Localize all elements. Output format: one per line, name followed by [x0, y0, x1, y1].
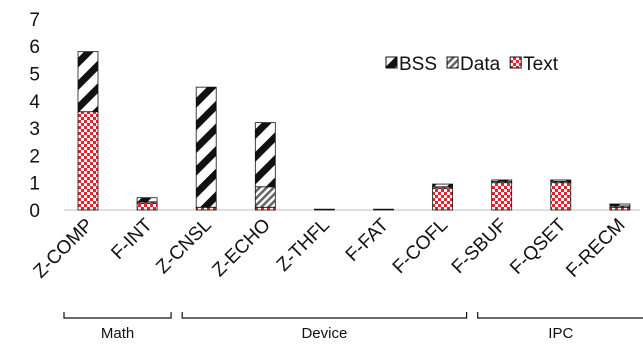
- category-groups: Math Device IPC: [63, 312, 643, 342]
- legend-swatch-bss: [385, 56, 398, 69]
- group-label: IPC: [548, 325, 573, 342]
- x-tick-label: F-INT: [107, 214, 156, 263]
- x-tick-label: F-SBUF: [448, 215, 511, 278]
- bar-segment-text: [550, 182, 572, 211]
- y-tick-label: 6: [29, 37, 40, 58]
- bar-stack: [609, 203, 631, 211]
- x-tick-label: Z-CNSL: [152, 215, 215, 278]
- y-tick-label: 1: [29, 174, 40, 195]
- x-tick-label: F-FAT: [342, 214, 393, 265]
- bar-segment-text: [195, 206, 217, 211]
- bar-segment-bss: [373, 208, 394, 211]
- bar-segment-bss: [77, 51, 99, 113]
- legend-label-bss: BSS: [399, 54, 437, 75]
- bar-segment-bss: [254, 122, 276, 188]
- y-tick-label: 4: [29, 92, 40, 113]
- bar-stack: [491, 179, 513, 211]
- bar-stack: [77, 51, 99, 211]
- bar-segment-text: [609, 206, 631, 211]
- bar-segment-bss: [609, 203, 631, 207]
- bar-segment-text: [432, 187, 454, 211]
- legend-swatch-data: [446, 56, 459, 69]
- bar-segment-bss: [491, 179, 513, 182]
- group-bracket: [477, 312, 643, 319]
- x-tick-label: F-QSET: [506, 214, 570, 278]
- bar-segment-bss: [136, 197, 158, 203]
- group-bracket: [63, 312, 172, 319]
- bar-stack: [195, 86, 217, 211]
- bar-stack: [373, 208, 394, 211]
- x-tick-label: Z-THFL: [273, 215, 334, 276]
- bar-stack: [313, 208, 335, 211]
- group-label: Device: [301, 325, 347, 342]
- bar-stack: [550, 179, 572, 211]
- legend-label-data: Data: [460, 54, 501, 75]
- bar-stack: [136, 197, 158, 211]
- bar-segment-text: [136, 202, 158, 211]
- bar-segment-text: [491, 182, 513, 211]
- bar-segment-bss: [550, 179, 572, 182]
- bar-stack: [254, 122, 276, 211]
- y-tick-label: 3: [29, 119, 40, 140]
- y-tick-label: 0: [29, 201, 40, 222]
- y-tick-label: 5: [29, 65, 40, 86]
- legend-swatch-text: [509, 56, 522, 69]
- bars: [77, 51, 631, 211]
- group-bracket: [181, 312, 468, 319]
- bar-segment-bss: [313, 208, 335, 211]
- group-label: Math: [101, 325, 134, 342]
- bar-segment-data: [254, 186, 276, 208]
- y-axis-ticks: 0 1 2 3 4 5 6 7: [29, 10, 40, 222]
- bar-segment-bss: [195, 86, 217, 208]
- y-tick-label: 2: [29, 146, 40, 167]
- bar-segment-text: [254, 206, 276, 211]
- bar-segment-text: [77, 111, 99, 211]
- x-tick-label: Z-ECHO: [208, 215, 274, 281]
- x-tick-label: F-COFL: [389, 215, 452, 278]
- bar-segment-bss: [432, 183, 454, 188]
- y-tick-label: 7: [29, 10, 40, 31]
- legend-label-text: Text: [523, 54, 559, 75]
- x-tick-label: Z-COMP: [30, 215, 98, 283]
- legend: BSS Data Text: [385, 54, 559, 75]
- bar-stack: [432, 183, 454, 211]
- x-tick-label: F-RECM: [562, 215, 629, 282]
